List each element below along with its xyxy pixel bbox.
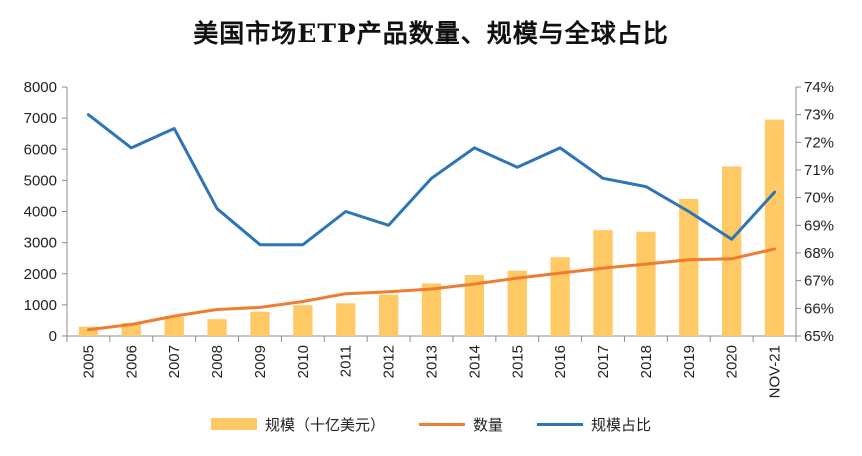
bar-scale (722, 166, 742, 336)
x-axis-tick-label: 2014 (466, 345, 483, 378)
x-axis-tick-label: 2012 (381, 345, 398, 378)
chart-legend: 规模（十亿美元） 数量 规模占比 (0, 412, 862, 436)
legend-item-count: 数量 (418, 414, 503, 435)
bar-scale (636, 231, 656, 336)
x-axis-tick-label: 2016 (552, 345, 569, 378)
x-axis-tick-label: 2007 (166, 345, 183, 378)
left-axis-tick-label: 4000 (24, 204, 57, 221)
legend-swatch-count (418, 422, 465, 426)
x-axis-tick-label: NOV-21 (767, 345, 784, 398)
legend-swatch-share (537, 422, 583, 426)
x-axis-tick-label: 2013 (424, 345, 441, 378)
bar-scale (679, 199, 699, 336)
x-axis-tick-label: 2017 (595, 345, 612, 378)
bar-scale (293, 305, 313, 336)
right-axis-tick-label: 72% (804, 134, 834, 151)
x-axis-tick-label: 2006 (123, 345, 140, 378)
x-axis-tick-label: 2005 (80, 345, 97, 378)
bar-scale (164, 317, 184, 336)
left-axis-tick-label: 0 (49, 328, 57, 345)
left-axis-tick-label: 8000 (24, 79, 57, 96)
left-axis-tick-label: 2000 (24, 266, 57, 283)
left-axis-tick-label: 5000 (24, 172, 57, 189)
left-axis-tick-label: 6000 (24, 141, 57, 158)
bar-scale (78, 326, 99, 336)
x-axis-tick-label: 2011 (338, 345, 355, 377)
legend-item-scale: 规模（十亿美元） (210, 414, 385, 435)
line-count (86, 247, 777, 332)
bar-scale (336, 303, 356, 336)
right-axis-tick-label: 68% (804, 245, 834, 262)
x-axis-tick-label: 2009 (252, 345, 269, 378)
legend-label-share: 规模占比 (591, 415, 652, 434)
right-axis-tick-label: 65% (804, 328, 834, 345)
bar-scale (550, 257, 570, 336)
right-axis-tick-label: 74% (804, 79, 834, 96)
x-axis-tick-label: 2019 (681, 345, 698, 378)
x-axis-tick-label: 2010 (295, 345, 312, 378)
legend-swatch-scale (210, 418, 257, 430)
bar-scale (464, 274, 485, 336)
bar-scale (764, 119, 785, 337)
chart-title: 美国市场ETP产品数量、规模与全球占比 (193, 19, 669, 48)
legend-label-scale: 规模（十亿美元） (264, 415, 385, 434)
right-axis-tick-label: 67% (804, 273, 834, 290)
bar-scale (507, 270, 527, 336)
x-axis-tick-label: 2008 (209, 345, 226, 378)
x-axis-tick-label: 2018 (638, 345, 655, 378)
right-axis-tick-label: 70% (804, 190, 834, 207)
bar-scale (207, 319, 227, 336)
left-axis-tick-label: 3000 (24, 235, 57, 252)
legend-item-share: 规模占比 (537, 414, 651, 435)
right-axis-tick-label: 71% (804, 162, 834, 179)
right-axis-tick-label: 66% (804, 300, 834, 317)
left-axis-tick-label: 7000 (24, 110, 57, 127)
legend-label-count: 数量 (472, 415, 503, 434)
right-axis-tick-label: 73% (804, 107, 834, 124)
bar-scale (378, 294, 399, 336)
right-axis-tick-label: 69% (804, 217, 834, 234)
x-axis-tick-label: 2015 (509, 345, 526, 378)
bar-scale (421, 283, 442, 336)
line-share (86, 113, 777, 247)
bar-scale (250, 311, 270, 336)
bar-scale (593, 230, 613, 336)
x-axis-tick-label: 2020 (724, 345, 741, 378)
left-axis-tick-label: 1000 (24, 297, 57, 314)
